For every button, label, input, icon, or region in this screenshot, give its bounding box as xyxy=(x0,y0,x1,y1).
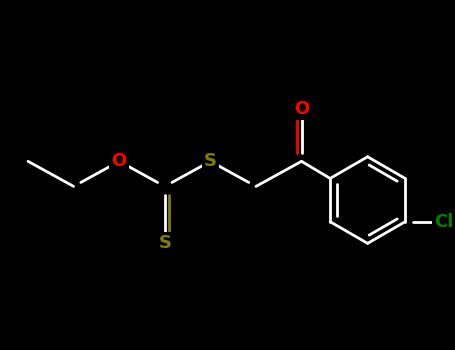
Text: S: S xyxy=(158,234,171,252)
Text: O: O xyxy=(294,100,309,118)
Text: O: O xyxy=(111,152,127,170)
Text: Cl: Cl xyxy=(434,213,454,231)
Text: S: S xyxy=(204,152,217,170)
